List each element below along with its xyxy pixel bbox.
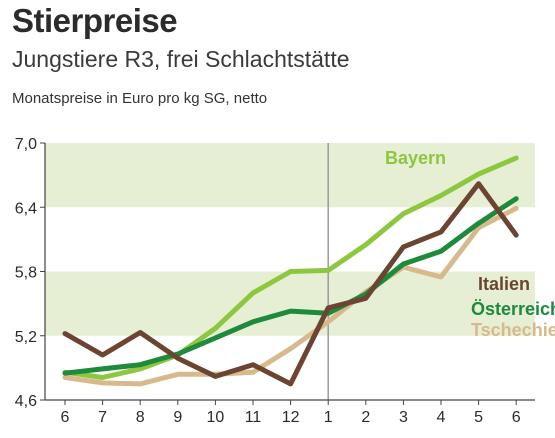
- x-tick-label-10: 4: [437, 409, 446, 426]
- legend-label-bayern: Bayern: [385, 148, 446, 168]
- chart-subtitle: Jungstiere R3, frei Schlachtstätte: [12, 46, 350, 72]
- x-tick-label-11: 5: [474, 409, 483, 426]
- series-line-italien: [62, 181, 519, 387]
- x-tick-label-0: 6: [61, 409, 70, 426]
- legend-label-oesterreich: Österreich: [471, 299, 555, 319]
- legend-label-tschechien: Tschechien: [471, 320, 555, 340]
- y-tick-label-0: 7,0: [15, 136, 37, 153]
- x-tick-label-8: 2: [361, 409, 370, 426]
- y-tick-label-3: 5,2: [15, 329, 37, 346]
- background-band-1: [45, 271, 535, 336]
- y-tick-label-1: 6,4: [15, 200, 37, 217]
- x-tick-label-7: 1: [324, 409, 333, 426]
- x-tick-label-4: 10: [207, 409, 225, 426]
- x-tick-label-2: 8: [136, 409, 145, 426]
- y-tick-label-4: 4,6: [15, 393, 37, 410]
- background-band-0: [45, 143, 535, 208]
- series-line-tschechien: [62, 205, 519, 387]
- x-tick-label-3: 9: [173, 409, 182, 426]
- series-line-bayern: [62, 155, 519, 380]
- x-tick-label-12: 6: [512, 409, 521, 426]
- x-tick-label-6: 12: [282, 409, 300, 426]
- x-tick-label-9: 3: [399, 409, 408, 426]
- series-line-oesterreich: [62, 196, 519, 376]
- chart-unit-note: Monatspreise in Euro pro kg SG, netto: [12, 90, 268, 107]
- x-tick-label-5: 11: [245, 409, 262, 426]
- x-tick-label-1: 7: [98, 409, 107, 426]
- chart-title: Stierpreise: [12, 2, 178, 39]
- legend-label-italien: Italien: [478, 274, 530, 294]
- y-tick-label-2: 5,8: [15, 265, 37, 282]
